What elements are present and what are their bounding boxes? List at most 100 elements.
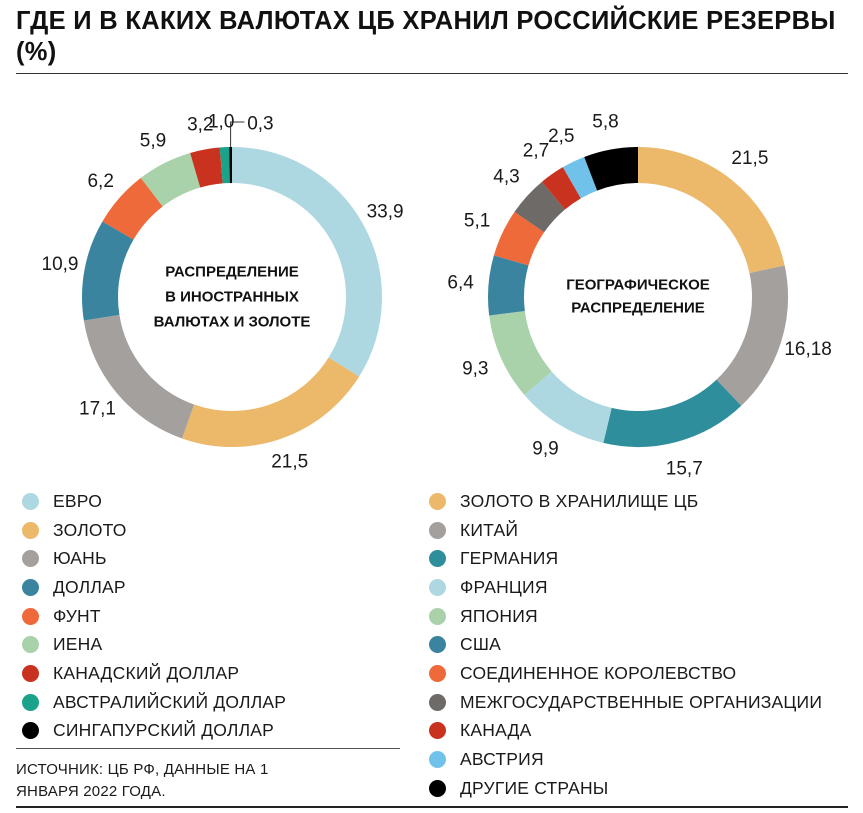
donut-geography: 21,5 16,18 15,7 9,9 9,3 6,4 5,1 4,32,72,5 5,8 ГЕО… <box>447 112 831 480</box>
value-label-франция: 9,9 <box>532 439 558 460</box>
legend-geography: ЗОЛОТО В ХРАНИЛИЩЕ ЦБ КИТАЙ ГЕРМАНИЯ ФРАНЦИ… <box>429 487 822 803</box>
legend-item-германия: ГЕРМАНИЯ <box>429 544 822 573</box>
legend-item-австрия: АВСТРИЯ <box>429 745 822 774</box>
legend-swatch <box>22 578 39 596</box>
legend-label: КАНАДА <box>460 720 532 741</box>
slice-канадский-доллар <box>190 147 224 188</box>
value-label-иена: 5,9 <box>140 130 166 151</box>
center-label-line: РАСПРЕДЕЛЕНИЕ <box>165 264 299 281</box>
legend-item-доллар: ДОЛЛАР <box>22 573 286 602</box>
legend-swatch <box>429 751 446 769</box>
value-label-сингапурский-доллар: 0,3 <box>247 114 273 135</box>
legend-label: США <box>460 634 501 655</box>
value-label-юань: 17,1 <box>79 399 116 420</box>
legend-swatch <box>429 578 446 596</box>
value-label-евро: 33,9 <box>367 202 404 223</box>
value-label-соединенное-королевство: 5,1 <box>464 210 490 231</box>
slice-доллар <box>82 221 134 321</box>
legend-label: КАНАДСКИЙ ДОЛЛАР <box>53 662 240 683</box>
value-label-япония: 9,3 <box>462 359 488 380</box>
slice-межгосударственные-организации <box>514 181 566 233</box>
legend-label: СОЕДИНЕННОЕ КОРОЛЕВСТВО <box>460 662 737 683</box>
leader-line <box>230 121 245 147</box>
slice-германия <box>603 379 742 447</box>
value-label-другие-страны: 5,8 <box>592 112 618 133</box>
legend-label: ЯПОНИЯ <box>460 605 538 626</box>
legend-swatch <box>429 521 446 539</box>
source-note: ИСТОЧНИК: ЦБ РФ, ДАННЫЕ НА 1 ЯНВАРЯ 2022… <box>16 761 269 800</box>
legend-item-евро: ЕВРО <box>22 487 286 516</box>
legend-swatch <box>429 722 446 740</box>
legend-label: ФУНТ <box>53 605 101 626</box>
source-divider <box>16 748 400 749</box>
legend-swatch <box>429 636 446 654</box>
value-label-фунт: 6,2 <box>87 171 113 192</box>
value-label-межгосударственные-организации: 4,3 <box>493 167 519 188</box>
slice-китай <box>716 265 788 406</box>
center-label-line: ВАЛЮТАХ И ЗОЛОТЕ <box>154 314 311 331</box>
slice-сша <box>488 255 529 316</box>
value-label-германия: 15,7 <box>666 458 703 479</box>
legend-swatch <box>22 492 39 510</box>
slice-канада <box>541 167 582 210</box>
legend-swatch <box>429 492 446 510</box>
slice-золото-в-хранилище-цб <box>637 147 785 274</box>
legend-label: ДОЛЛАР <box>53 576 126 597</box>
legend-item-канадский-доллар: КАНАДСКИЙ ДОЛЛАР <box>22 659 286 688</box>
slice-фунт <box>102 177 164 241</box>
center-label-line: ГЕОГРАФИЧЕСКОЕ <box>566 277 710 294</box>
legend-swatch <box>22 693 39 711</box>
legend-swatch <box>22 607 39 625</box>
legend-item-канада: КАНАДА <box>429 717 822 746</box>
legend-swatch <box>22 550 39 568</box>
legend-swatch <box>429 693 446 711</box>
center-label-line: РАСПРЕДЕЛЕНИЕ <box>571 300 705 317</box>
bottom-divider <box>16 806 848 808</box>
legend-item-иена: ИЕНА <box>22 630 286 659</box>
legend-label: ГЕРМАНИЯ <box>460 548 559 569</box>
donut-currency: 33,9 21,5 17,1 10,9 6,2 5,9 3,21,0 0,3 РАСПРЕДЕЛ… <box>42 112 404 473</box>
legend-currency: ЕВРО ЗОЛОТО ЮАНЬ ДОЛЛАР ФУНТ ИЕНА КАНАДСКИЙ ДО… <box>22 487 286 745</box>
legend-label: ЗОЛОТО В ХРАНИЛИЩЕ ЦБ <box>460 490 699 511</box>
slice-франция <box>524 371 613 443</box>
legend-label: ДРУГИЕ СТРАНЫ <box>460 777 609 798</box>
value-label-доллар: 10,9 <box>42 254 79 275</box>
legend-label: ЕВРО <box>53 490 103 511</box>
value-label-китай: 16,18 <box>784 339 832 360</box>
legend-item-китай: КИТАЙ <box>429 516 822 545</box>
value-label-канадский-доллар: 3,2 <box>187 114 213 135</box>
legend-swatch <box>429 607 446 625</box>
legend-label: ЮАНЬ <box>53 548 107 569</box>
legend-item-соединенное-королевство: СОЕДИНЕННОЕ КОРОЛЕВСТВО <box>429 659 822 688</box>
legend-item-межгосударственные-организации: МЕЖГОСУДАРСТВЕННЫЕ ОРГАНИЗАЦИИ <box>429 688 822 717</box>
slice-золото <box>182 357 360 447</box>
legend-item-франция: ФРАНЦИЯ <box>429 573 822 602</box>
legend-swatch <box>429 550 446 568</box>
legend-label: АВСТРАЛИЙСКИЙ ДОЛЛАР <box>53 691 287 712</box>
title-divider <box>16 73 848 74</box>
value-label-золото: 21,5 <box>271 452 308 473</box>
legend-label: ЗОЛОТО <box>53 519 127 540</box>
legend-label: АВСТРИЯ <box>460 749 544 770</box>
legend-swatch <box>429 664 446 682</box>
legend-item-другие-страны: ДРУГИЕ СТРАНЫ <box>429 774 822 803</box>
legend-item-австралийский-доллар: АВСТРАЛИЙСКИЙ ДОЛЛАР <box>22 688 286 717</box>
slice-евро <box>231 147 382 377</box>
legend-label: ФРАНЦИЯ <box>460 576 548 597</box>
slice-другие-страны <box>584 147 639 191</box>
value-label-австрия: 2,5 <box>548 126 574 147</box>
legend-swatch <box>22 521 39 539</box>
legend-label: СИНГАПУРСКИЙ ДОЛЛАР <box>53 720 275 741</box>
value-label-золото-в-хранилище-цб: 21,5 <box>731 148 768 169</box>
legend-item-юань: ЮАНЬ <box>22 544 286 573</box>
slice-иена <box>140 152 201 207</box>
legend-label: КИТАЙ <box>460 519 519 540</box>
legend-swatch <box>22 722 39 740</box>
center-label-line: В ИНОСТРАННЫХ <box>165 289 299 306</box>
legend-item-золото-в-хранилище-цб: ЗОЛОТО В ХРАНИЛИЩЕ ЦБ <box>429 487 822 516</box>
chart-title: ГДЕ И В КАКИХ ВАЛЮТАХ ЦБ ХРАНИЛ РОССИЙСК… <box>16 7 836 66</box>
legend-label: ИЕНА <box>53 634 103 655</box>
legend-swatch <box>429 779 446 797</box>
legend-swatch <box>22 664 39 682</box>
